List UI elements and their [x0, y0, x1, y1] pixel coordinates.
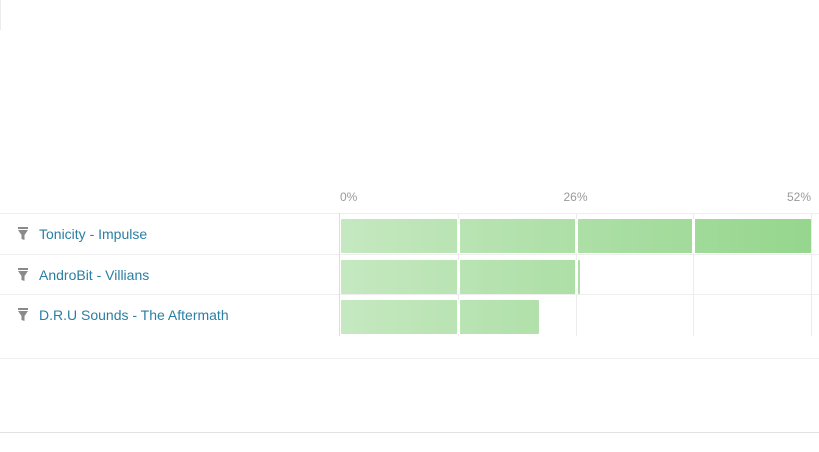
bar-segment-gap [456, 219, 460, 253]
y-axis-line [339, 213, 340, 336]
table-row: Tonicity - Impulse [0, 213, 819, 253]
corner-divider [0, 0, 1, 30]
bar[interactable] [341, 219, 811, 253]
gridline [693, 213, 694, 336]
bar-segment-gap [456, 300, 460, 334]
x-tick-label: 0% [340, 190, 358, 204]
row-label-link[interactable]: AndroBit - Villians [39, 266, 150, 283]
x-tick-label: 52% [786, 190, 811, 204]
table-row: D.R.U Sounds - The Aftermath [0, 294, 819, 334]
filter-icon[interactable] [17, 267, 29, 282]
bar-segment-gap [692, 219, 696, 253]
row-label-link[interactable]: D.R.U Sounds - The Aftermath [39, 307, 229, 323]
x-tick-label: 26% [563, 190, 588, 204]
bar-segment-gap [456, 259, 460, 294]
bar[interactable] [341, 259, 581, 294]
bar-segment-gap [574, 259, 578, 294]
gridline [811, 213, 812, 336]
x-axis: 0% 26% 52% [0, 185, 819, 213]
table-row: AndroBit - Villians [0, 253, 819, 294]
bar-chart: Tonicity - Impulse AndroBit - Villians D.R… [0, 213, 819, 336]
bar-segment-gap [574, 219, 578, 253]
filter-icon[interactable] [17, 227, 29, 241]
filter-icon[interactable] [17, 308, 29, 322]
row-label-link[interactable]: Tonicity - Impulse [39, 226, 148, 242]
bar[interactable] [341, 300, 540, 334]
chart-bottom-divider [0, 358, 819, 359]
page-bottom-divider [0, 432, 819, 433]
